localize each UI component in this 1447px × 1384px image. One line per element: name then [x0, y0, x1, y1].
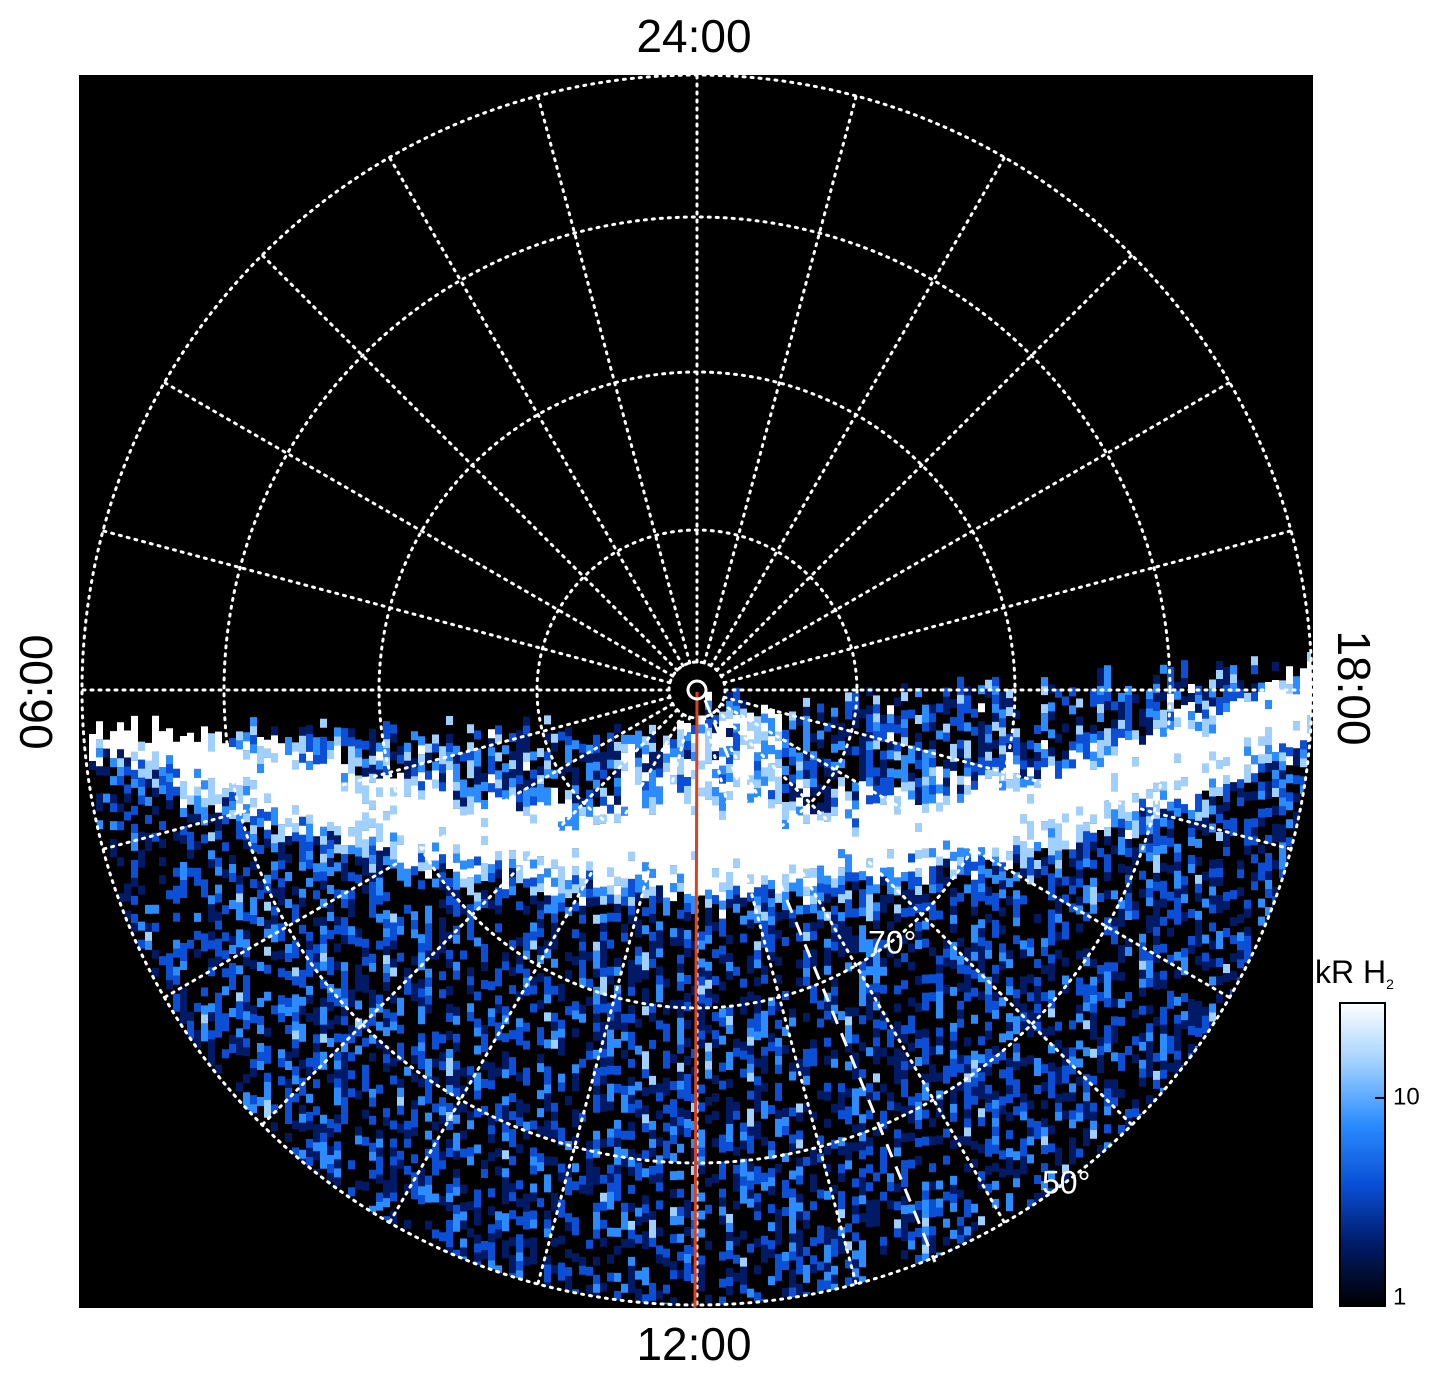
latitude-circle	[222, 215, 1172, 1165]
colorbar: 1 10	[1339, 1002, 1420, 1310]
meridian	[722, 695, 1293, 851]
meridian	[536, 94, 692, 665]
latitude-label: 70°	[868, 924, 916, 960]
meridian	[719, 702, 1232, 999]
left-label: 06:00	[10, 634, 62, 749]
bottom-label: 12:00	[636, 1318, 751, 1370]
colorbar-label: kR H2	[1315, 954, 1394, 991]
emission-map	[89, 652, 1312, 1305]
meridian	[388, 712, 685, 1225]
meridian	[101, 529, 672, 685]
colorbar-scale	[1339, 1002, 1386, 1307]
meridian	[162, 702, 675, 999]
meridian	[719, 381, 1232, 678]
meridian	[536, 715, 692, 1286]
meridian	[702, 94, 858, 665]
colorbar-label-subscript: 2	[1386, 976, 1394, 992]
meridian	[715, 253, 1134, 672]
emission-cells	[110, 660, 1307, 1305]
meridian	[260, 708, 679, 1127]
top-label: 24:00	[636, 10, 751, 62]
emission-cells	[89, 661, 1312, 919]
meridian	[101, 695, 672, 851]
emission-cells	[96, 664, 1312, 1305]
meridian	[162, 381, 675, 678]
meridian	[260, 253, 679, 672]
latitude-label: 50°	[1042, 1164, 1090, 1200]
meridian	[702, 715, 858, 1286]
colorbar-tick-label: 1	[1393, 1283, 1406, 1310]
meridian	[709, 155, 1006, 668]
colorbar-tick-label: 10	[1393, 1083, 1420, 1110]
meridian	[709, 712, 1006, 1225]
emission-cells	[89, 661, 1312, 1305]
noon-meridian	[693, 691, 699, 1309]
pole-marker	[686, 679, 708, 701]
meridian	[722, 529, 1293, 685]
colorbar-label-main: kR H	[1315, 954, 1386, 990]
right-label: 18:00	[1328, 630, 1380, 745]
meridian	[388, 155, 685, 668]
dashed-track	[703, 699, 937, 1263]
meridian	[715, 708, 1134, 1127]
